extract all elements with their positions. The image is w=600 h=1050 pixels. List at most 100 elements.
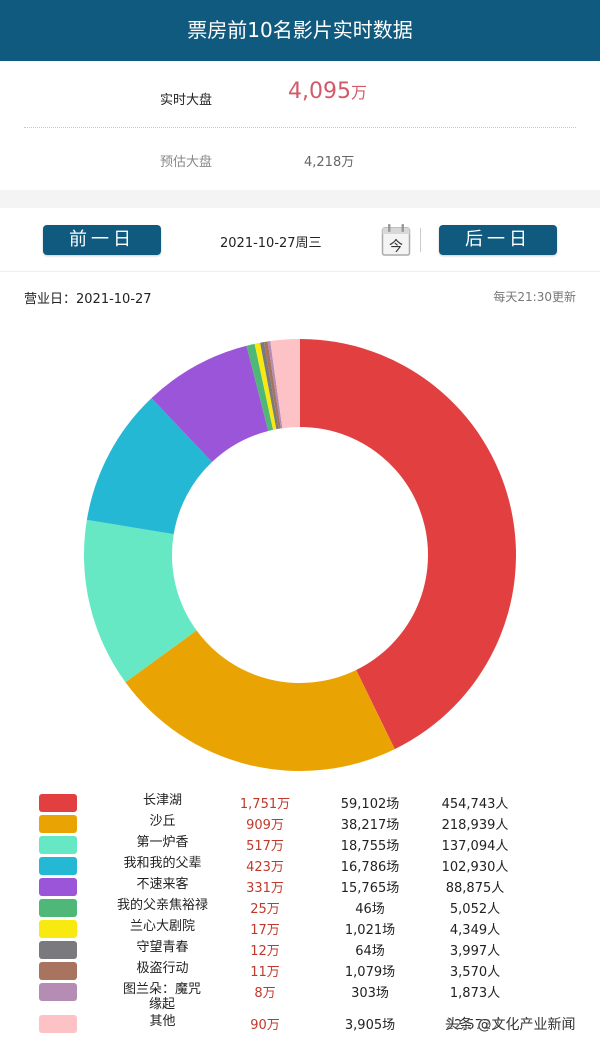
film-name: 图兰朵：魔咒缘起 <box>122 982 201 1012</box>
audience-count: 88,875人 <box>445 881 505 896</box>
audience-count: 137,094人 <box>441 839 509 854</box>
box-office: 25万 <box>250 902 280 917</box>
show-count: 59,102场 <box>340 797 400 812</box>
realtime-value: 4,095万 <box>288 79 367 104</box>
show-count: 15,765场 <box>340 881 400 896</box>
box-office: 12万 <box>250 944 280 959</box>
legend-swatch <box>39 878 77 896</box>
estimate-value: 4,218万 <box>304 155 355 170</box>
film-name: 守望青春 <box>136 940 189 955</box>
section-gap <box>0 190 600 208</box>
svg-text:今: 今 <box>389 239 403 255</box>
box-office: 331万 <box>246 881 284 896</box>
film-name: 兰心大剧院 <box>129 919 195 934</box>
audience-count: 3,997人 <box>449 944 501 959</box>
estimate-label: 预估大盘 <box>160 155 213 170</box>
film-name: 其他 <box>149 1014 176 1029</box>
box-office: 11万 <box>250 965 280 980</box>
summary-panel: 实时大盘 4,095万 预估大盘 4,218万 <box>0 61 600 190</box>
donut-slice[interactable] <box>151 345 269 463</box>
realtime-unit: 万 <box>350 83 367 102</box>
legend-swatch <box>39 920 77 938</box>
legend-row[interactable]: 第一炉香 517万 18,755场 137,094人 <box>0 834 600 855</box>
page-header: 票房前10名影片实时数据 <box>0 0 600 61</box>
audience-count: 454,743人 <box>441 797 509 812</box>
audience-count: 1,873人 <box>449 986 501 1001</box>
realtime-row: 实时大盘 4,095万 <box>0 79 600 109</box>
business-day-bar: 营业日：2021-10-27 每天21:30更新 <box>0 272 600 318</box>
film-name: 极盗行动 <box>136 961 189 976</box>
donut-slice[interactable] <box>246 343 274 431</box>
legend-swatch <box>39 857 77 875</box>
audience-count: 5,052人 <box>449 902 501 917</box>
legend-swatch <box>39 836 77 854</box>
legend-swatch <box>39 794 77 812</box>
box-office: 90万 <box>250 1018 280 1033</box>
legend-row[interactable]: 守望青春 12万 64场 3,997人 <box>0 939 600 960</box>
box-office: 1,751万 <box>239 797 291 812</box>
prev-day-button[interactable]: 前一日 <box>43 225 161 255</box>
legend-row[interactable]: 沙丘 909万 38,217场 218,939人 <box>0 813 600 834</box>
calendar-today-icon[interactable]: 今 <box>381 223 411 257</box>
legend-row[interactable]: 兰心大剧院 17万 1,021场 4,349人 <box>0 918 600 939</box>
donut-slice[interactable] <box>267 341 283 429</box>
next-day-button[interactable]: 后一日 <box>439 225 557 255</box>
update-note: 每天21:30更新 <box>493 290 576 304</box>
legend-row[interactable]: 我和我的父辈 423万 16,786场 102,930人 <box>0 855 600 876</box>
film-name: 我和我的父辈 <box>123 856 202 871</box>
box-office: 909万 <box>246 818 284 833</box>
donut-slice[interactable] <box>254 342 277 430</box>
legend-swatch <box>39 962 77 980</box>
show-count: 303场 <box>351 986 389 1001</box>
show-count: 46场 <box>355 902 385 917</box>
legend-swatch <box>39 1015 77 1033</box>
legend-swatch <box>39 941 77 959</box>
legend-swatch <box>39 983 77 1001</box>
box-office: 517万 <box>246 839 284 854</box>
date-navigation: 前一日 2021-10-27周三 今 后一日 <box>0 208 600 272</box>
donut-slice[interactable] <box>125 630 395 771</box>
film-name: 沙丘 <box>149 814 176 829</box>
legend-row[interactable]: 不速来客 331万 15,765场 88,875人 <box>0 876 600 897</box>
donut-slice[interactable] <box>260 342 279 430</box>
show-count: 3,905场 <box>344 1018 396 1033</box>
show-count: 1,021场 <box>344 923 396 938</box>
audience-count: 218,939人 <box>441 818 509 833</box>
divider <box>24 127 576 128</box>
watermark: 头条 @文化产业新闻 <box>445 1017 576 1033</box>
page-title: 票房前10名影片实时数据 <box>187 18 413 42</box>
legend-row[interactable]: 我的父亲焦裕禄 25万 46场 5,052人 <box>0 897 600 918</box>
donut-slice[interactable] <box>264 341 281 429</box>
realtime-label: 实时大盘 <box>160 93 213 108</box>
show-count: 1,079场 <box>344 965 396 980</box>
realtime-number: 4,095 <box>288 79 351 104</box>
legend-row[interactable]: 其他 90万 3,905场 22,572人 <box>0 1013 600 1034</box>
donut-slice[interactable] <box>86 398 212 535</box>
box-office: 17万 <box>250 923 280 938</box>
legend-row[interactable]: 极盗行动 11万 1,079场 3,570人 <box>0 960 600 981</box>
film-name: 不速来客 <box>136 877 189 892</box>
show-count: 38,217场 <box>340 818 400 833</box>
donut-slice[interactable] <box>270 339 300 429</box>
business-day: 营业日：2021-10-27 <box>24 292 152 307</box>
legend-row[interactable]: 长津湖 1,751万 59,102场 454,743人 <box>0 792 600 813</box>
audience-count: 4,349人 <box>449 923 501 938</box>
current-date: 2021-10-27周三 <box>220 236 322 251</box>
box-office-donut-chart <box>84 339 516 771</box>
donut-slice[interactable] <box>84 519 197 683</box>
legend-swatch <box>39 815 77 833</box>
box-office: 423万 <box>246 860 284 875</box>
show-count: 18,755场 <box>340 839 400 854</box>
estimate-row: 预估大盘 4,218万 <box>0 145 600 175</box>
donut-slice[interactable] <box>300 339 516 750</box>
film-name: 长津湖 <box>142 793 182 808</box>
legend-swatch <box>39 899 77 917</box>
show-count: 64场 <box>355 944 385 959</box>
film-name: 我的父亲焦裕禄 <box>116 898 208 913</box>
box-office: 8万 <box>254 986 276 1001</box>
film-name: 第一炉香 <box>136 835 189 850</box>
audience-count: 3,570人 <box>449 965 501 980</box>
legend-row[interactable]: 图兰朵：魔咒缘起 8万 303场 1,873人 <box>0 981 600 1012</box>
separator <box>420 228 421 252</box>
audience-count: 102,930人 <box>441 860 509 875</box>
